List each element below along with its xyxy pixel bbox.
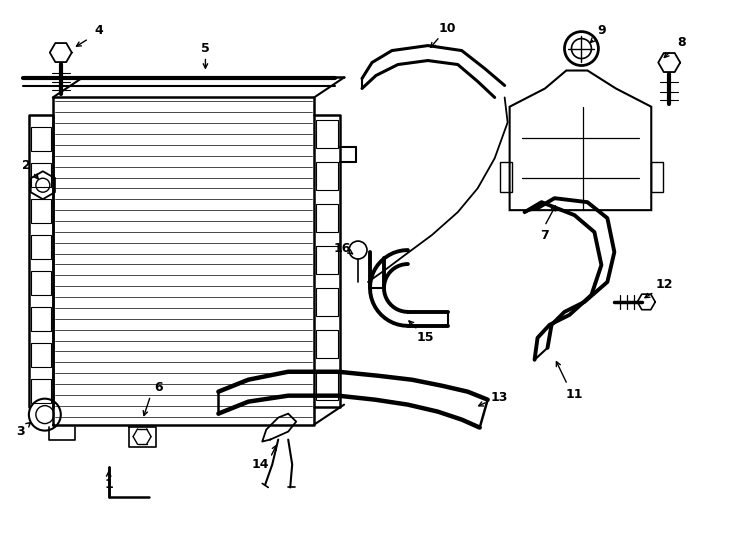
Text: 9: 9 [597, 24, 606, 37]
Text: 15: 15 [416, 332, 434, 345]
Text: 1: 1 [104, 478, 113, 491]
Text: 5: 5 [201, 42, 210, 55]
Text: 13: 13 [491, 391, 509, 404]
Text: 4: 4 [94, 24, 103, 37]
Text: 10: 10 [439, 22, 457, 35]
Text: 6: 6 [154, 381, 163, 394]
Text: 16: 16 [333, 241, 351, 254]
Text: 7: 7 [540, 228, 549, 241]
Text: 14: 14 [252, 458, 269, 471]
Text: 3: 3 [17, 425, 25, 438]
Text: 11: 11 [566, 388, 584, 401]
Text: 8: 8 [677, 36, 686, 49]
Text: 2: 2 [21, 159, 30, 172]
Text: 12: 12 [655, 279, 673, 292]
